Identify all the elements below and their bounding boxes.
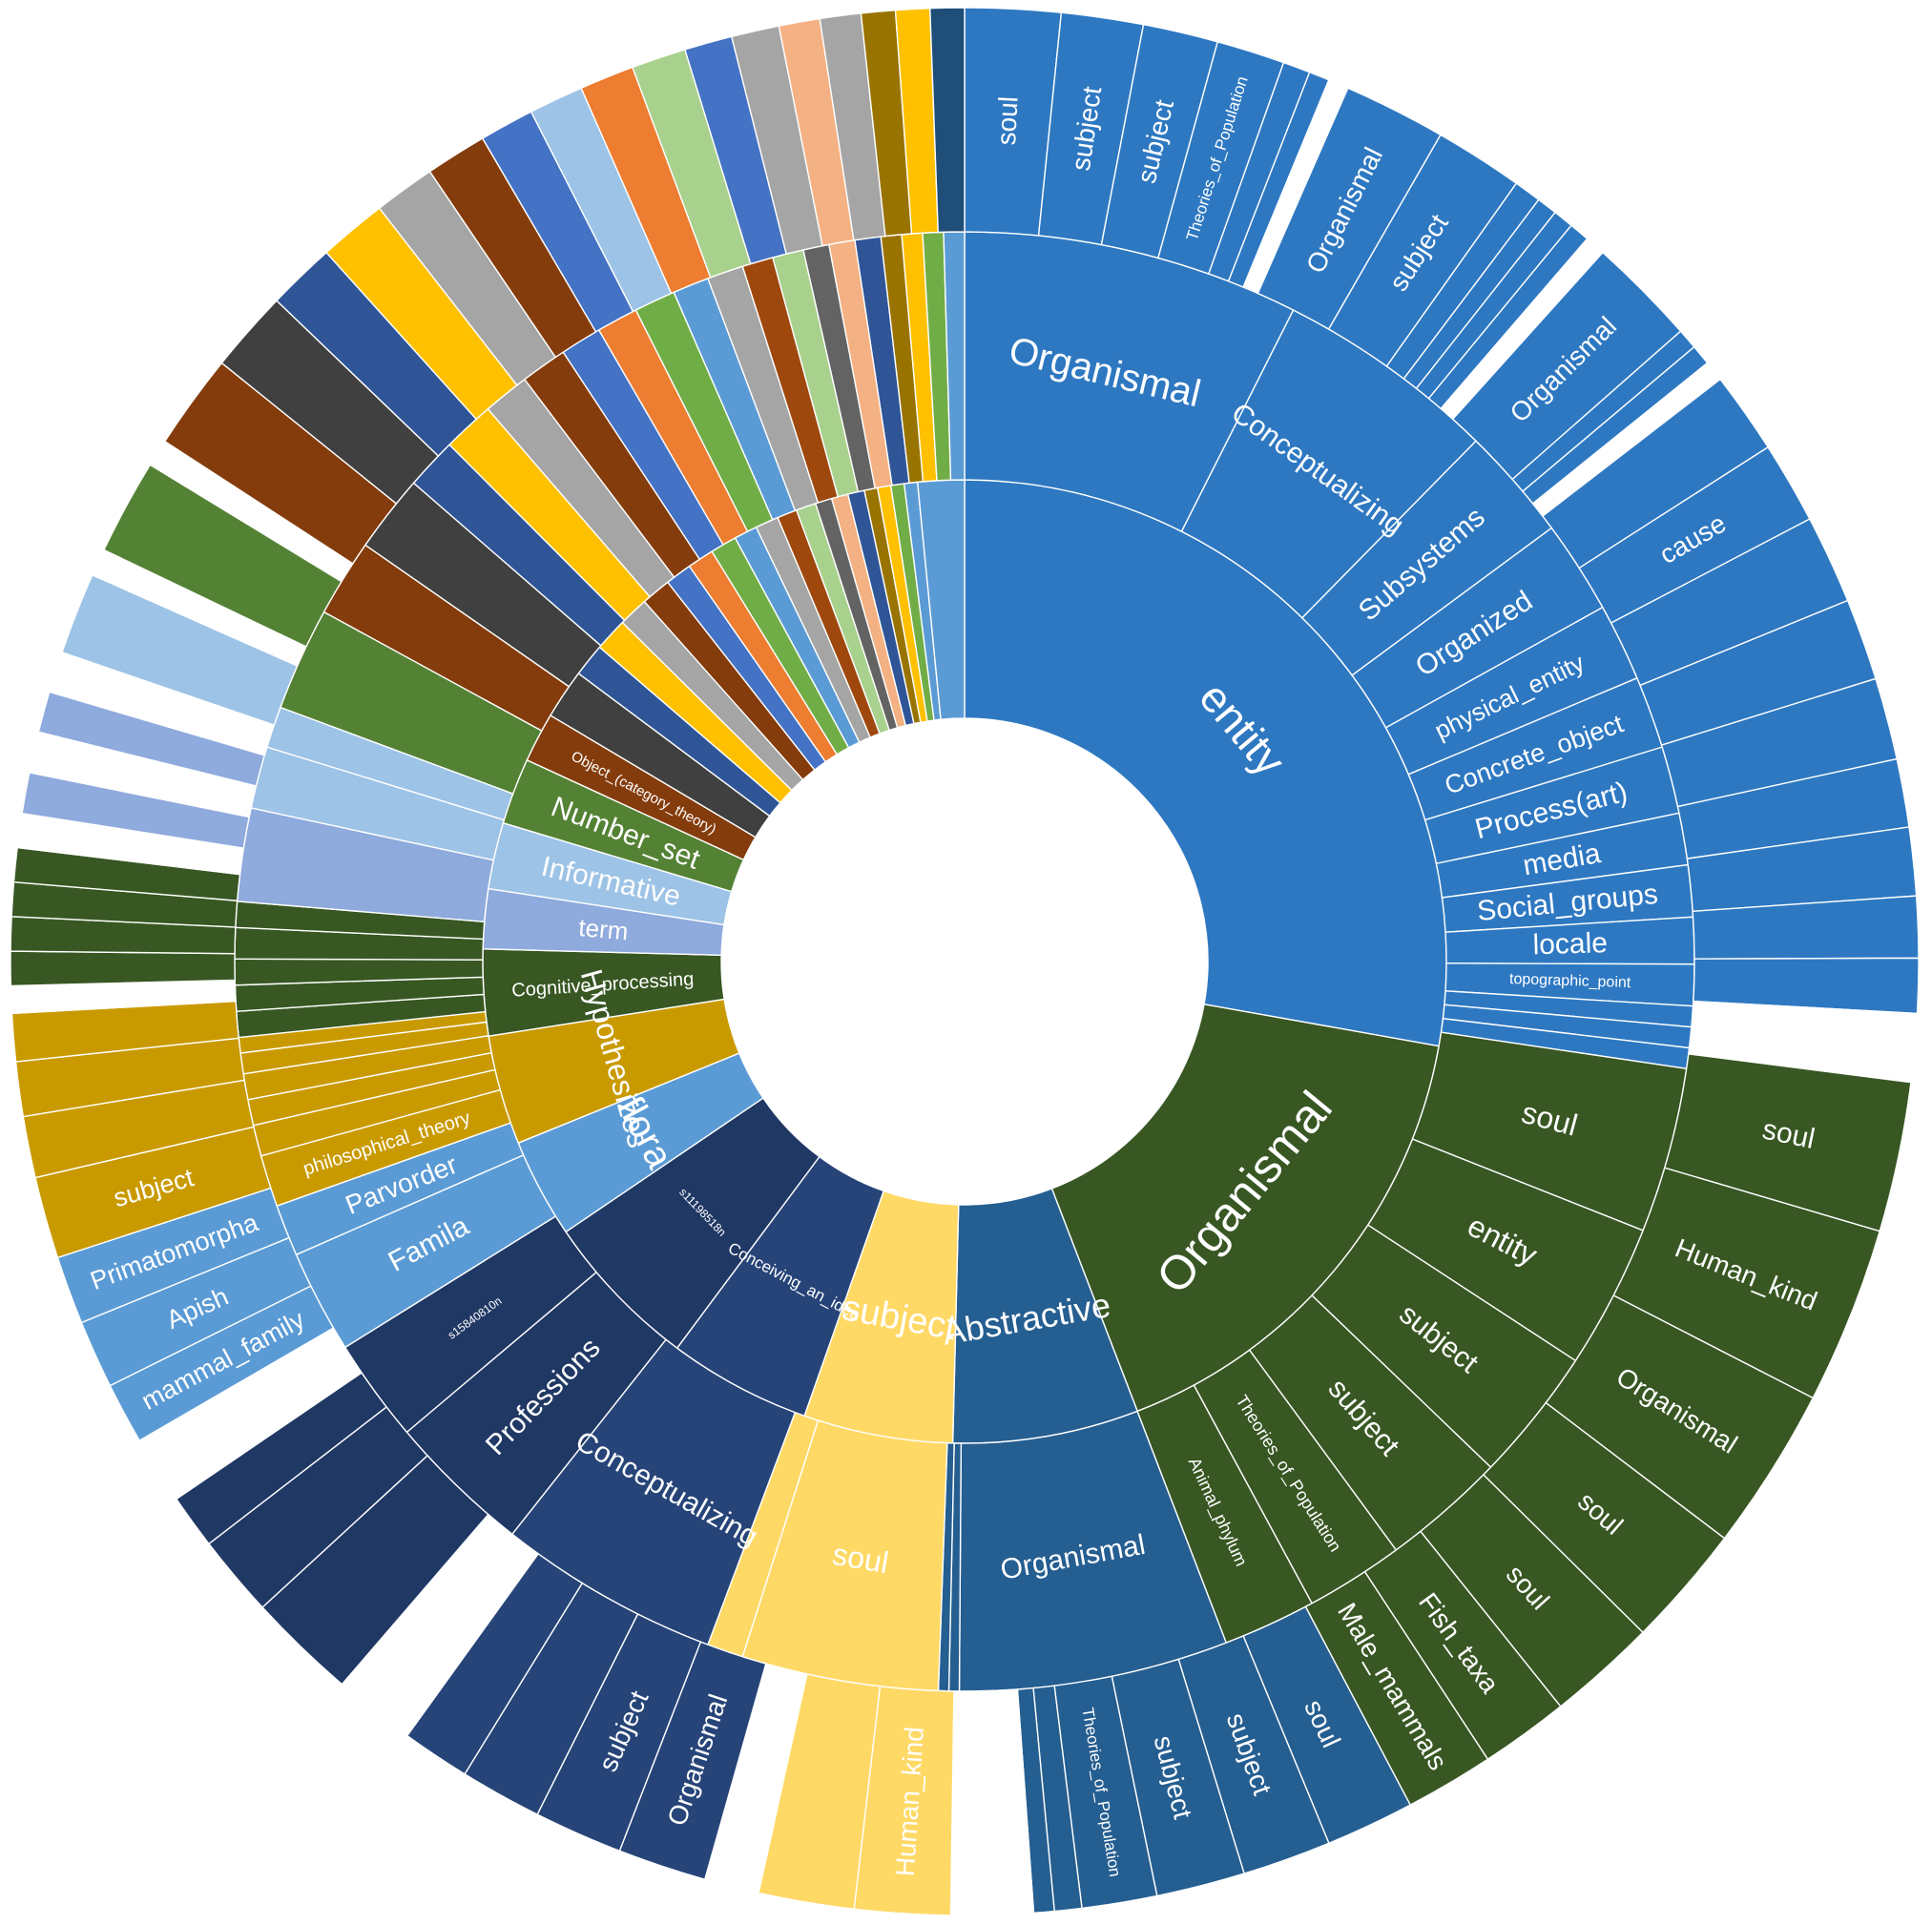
ring3-segment-62[interactable] (10, 950, 236, 987)
ring-level-1 (482, 479, 1447, 1444)
ring3-segment-91[interactable] (929, 7, 966, 234)
ring-level-3 (10, 7, 1920, 1916)
ring-level-2 (234, 231, 1695, 1692)
